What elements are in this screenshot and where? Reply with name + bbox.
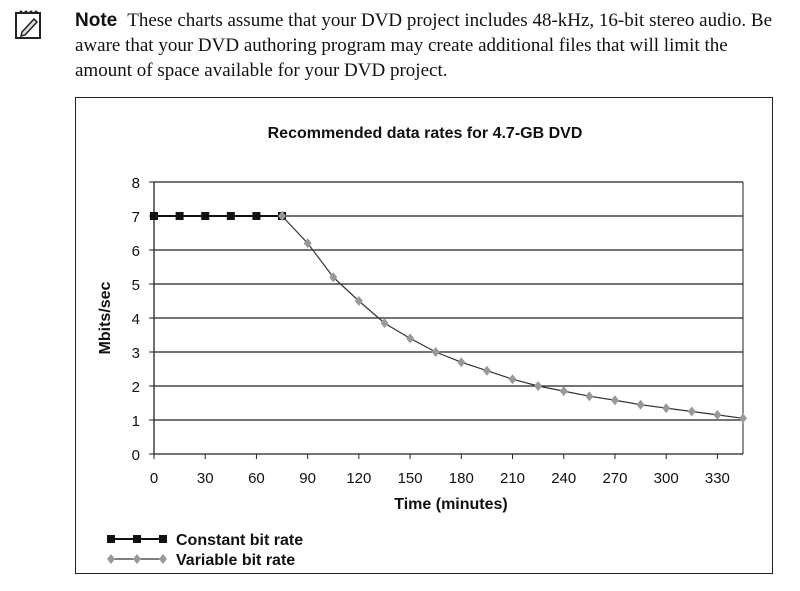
variable-bit-rate-point xyxy=(508,374,517,385)
note-label: Note xyxy=(75,10,118,31)
note-pencil-icon xyxy=(15,10,41,39)
y-tick-label: 4 xyxy=(132,311,140,328)
x-tick-label: 210 xyxy=(500,470,525,487)
constant-bit-rate-point xyxy=(252,212,261,220)
variable-bit-rate-point xyxy=(278,211,287,221)
tick-labels: 0 1 2 3 4 5 6 7 8 0 30 60 90 120 150 180 210 240 270 300 330 xyxy=(132,175,730,487)
x-tick-label: 0 xyxy=(150,470,158,487)
y-tick-label: 7 xyxy=(132,209,140,226)
variable-bit-rate-point xyxy=(329,272,338,283)
y-tick-label: 6 xyxy=(132,243,140,260)
x-tick-label: 330 xyxy=(705,470,730,487)
x-tick-label: 240 xyxy=(551,470,576,487)
variable-bit-rate-point xyxy=(713,409,722,420)
y-tick-label: 5 xyxy=(132,277,140,294)
legend-marker xyxy=(133,535,141,543)
chart-title: Recommended data rates for 4.7-GB DVD xyxy=(268,125,583,142)
legend-label: Constant bit rate xyxy=(176,532,303,549)
y-tick-label: 3 xyxy=(132,345,140,362)
variable-bit-rate-point xyxy=(354,296,363,306)
constant-bit-rate-point xyxy=(201,212,210,220)
constant-bit-rate-point xyxy=(175,212,184,220)
x-tick-label: 30 xyxy=(197,470,214,487)
x-axis-label: Time (minutes) xyxy=(394,496,508,513)
series-layer xyxy=(150,211,747,424)
legend-label: Variable bit rate xyxy=(176,552,295,569)
variable-bit-rate-point xyxy=(380,318,389,329)
x-tick-label: 270 xyxy=(602,470,627,487)
x-tick-label: 60 xyxy=(248,470,265,487)
variable-bit-rate-point xyxy=(482,365,491,376)
variable-bit-rate-point xyxy=(457,357,466,368)
variable-bit-rate-point xyxy=(739,413,747,424)
variable-bit-rate-point xyxy=(431,347,440,357)
x-tick-label: 150 xyxy=(398,470,423,487)
variable-bit-rate-point xyxy=(610,395,619,406)
variable-bit-rate-point xyxy=(534,381,543,391)
x-tick-label: 120 xyxy=(346,470,371,487)
variable-bit-rate-point xyxy=(662,403,671,414)
x-tick-label: 300 xyxy=(654,470,679,487)
y-tick-label: 1 xyxy=(132,413,140,430)
variable-bit-rate-point xyxy=(687,406,696,417)
variable-bit-rate-point xyxy=(585,391,594,402)
x-tick-label: 90 xyxy=(299,470,316,487)
legend: Constant bit rate Variable bit rate xyxy=(107,532,303,569)
legend-marker xyxy=(107,554,115,564)
y-tick-label: 8 xyxy=(132,175,140,192)
note-body: These charts assume that your DVD projec… xyxy=(75,10,773,81)
variable-bit-rate-line xyxy=(281,215,744,419)
chart-frame: Recommended data rates for 4.7-GB DVD Mb… xyxy=(75,97,773,574)
gridlines xyxy=(154,181,743,421)
variable-bit-rate-point xyxy=(636,399,645,410)
variable-bit-rate-point xyxy=(406,333,415,344)
legend-marker xyxy=(159,554,167,564)
x-tick-label: 180 xyxy=(449,470,474,487)
legend-marker xyxy=(159,535,167,543)
chart-canvas: Recommended data rates for 4.7-GB DVD Mb… xyxy=(97,125,747,569)
legend-marker xyxy=(107,535,115,543)
y-tick-label: 2 xyxy=(132,379,140,396)
constant-bit-rate-point xyxy=(226,212,235,220)
y-tick-label: 0 xyxy=(132,447,140,464)
variable-bit-rate-point xyxy=(559,386,568,397)
variable-bit-rate-point xyxy=(303,238,312,249)
note-paragraph: Note These charts assume that your DVD pr… xyxy=(75,8,775,83)
axes xyxy=(149,181,744,459)
legend-marker xyxy=(133,554,141,564)
y-axis-label: Mbits/sec xyxy=(97,281,114,354)
constant-bit-rate-point xyxy=(150,212,158,220)
